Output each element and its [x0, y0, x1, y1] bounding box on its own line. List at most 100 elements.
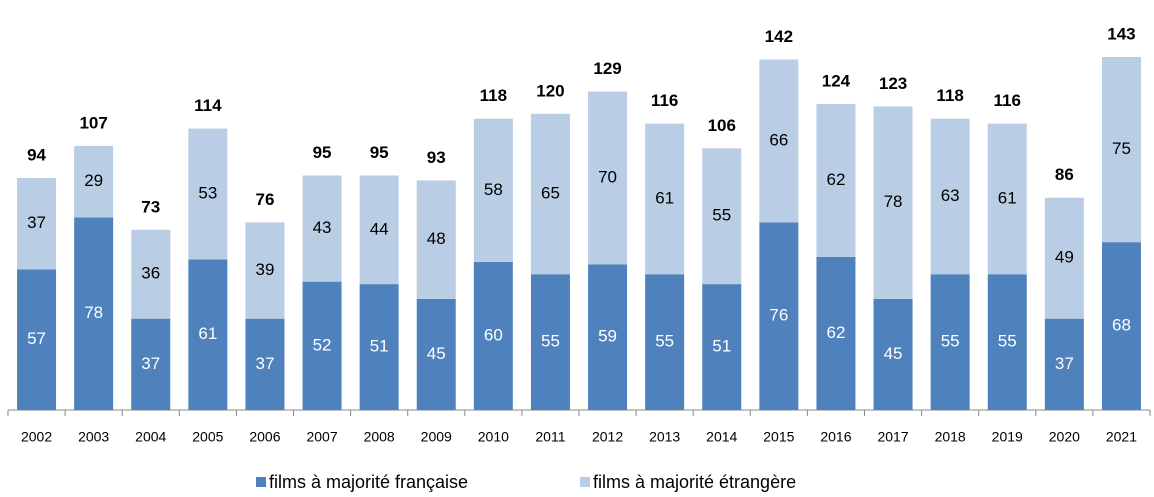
bar-segment: [302, 281, 342, 410]
total-label: 107: [79, 113, 107, 132]
value-label: 55: [941, 332, 960, 351]
total-label: 114: [194, 96, 222, 115]
x-tick-label: 2014: [706, 429, 737, 445]
value-label: 60: [484, 325, 503, 344]
value-label: 51: [370, 337, 389, 356]
total-label: 143: [1107, 24, 1135, 43]
legend-label: films à majorité étrangère: [593, 472, 796, 492]
bar-segment: [1044, 197, 1084, 319]
value-label: 36: [141, 264, 160, 283]
value-label: 51: [712, 337, 731, 356]
total-label: 123: [879, 74, 907, 93]
bar-segment: [1101, 242, 1141, 410]
bar-segment: [188, 259, 228, 410]
value-label: 55: [712, 206, 731, 225]
value-label: 55: [998, 332, 1017, 351]
x-tick-label: 2011: [535, 429, 565, 445]
value-label: 59: [598, 327, 617, 346]
bar-segment: [645, 123, 685, 275]
value-label: 45: [884, 344, 903, 363]
x-tick-label: 2015: [763, 429, 794, 445]
bar-segment: [702, 284, 742, 410]
value-label: 65: [541, 183, 560, 202]
total-label: 116: [651, 91, 678, 110]
total-label: 116: [994, 91, 1021, 110]
value-label: 37: [27, 213, 46, 232]
bar-segment: [816, 103, 856, 257]
total-label: 93: [427, 148, 446, 167]
x-tick-label: 2009: [421, 429, 452, 445]
value-label: 53: [198, 183, 217, 202]
bar-segment: [245, 222, 285, 319]
x-tick-label: 2007: [306, 429, 337, 445]
value-label: 29: [84, 171, 103, 190]
bar-segment: [359, 175, 399, 285]
total-label: 120: [536, 81, 564, 100]
x-tick-label: 2018: [935, 429, 966, 445]
value-label: 76: [769, 306, 788, 325]
bar-segment: [131, 318, 171, 410]
x-tick-label: 2021: [1106, 429, 1137, 445]
value-label: 63: [941, 186, 960, 205]
bar-segment: [987, 123, 1027, 275]
total-label: 95: [370, 143, 389, 162]
value-label: 61: [998, 188, 1017, 207]
x-tick-label: 2013: [649, 429, 680, 445]
bar-segment: [1044, 318, 1084, 410]
total-label: 106: [708, 116, 736, 135]
value-label: 55: [541, 332, 560, 351]
bar-segment: [759, 59, 799, 223]
bar-segment: [302, 175, 342, 282]
value-label: 52: [313, 335, 332, 354]
bar-segment: [17, 177, 57, 270]
x-tick-label: 2012: [592, 429, 623, 445]
bar-segment: [359, 284, 399, 410]
x-tick-label: 2008: [364, 429, 395, 445]
value-label: 61: [655, 188, 674, 207]
value-label: 49: [1055, 248, 1074, 267]
value-label: 58: [484, 180, 503, 199]
bar-segment: [588, 264, 628, 410]
x-tick-label: 2005: [192, 429, 223, 445]
bar-segment: [987, 274, 1027, 410]
x-tick-label: 2017: [877, 429, 908, 445]
bar-segment: [645, 274, 685, 410]
bar-segment: [588, 91, 628, 265]
bar-segment: [702, 148, 742, 285]
total-label: 142: [765, 27, 793, 46]
value-label: 55: [655, 332, 674, 351]
bar-segment: [759, 222, 799, 410]
total-label: 73: [141, 197, 160, 216]
bar-segment: [530, 274, 570, 410]
legend-label: films à majorité française: [269, 472, 468, 492]
bar-segment: [74, 145, 114, 218]
legend-swatch: [256, 477, 266, 487]
total-label: 86: [1055, 165, 1074, 184]
x-tick-label: 2016: [820, 429, 851, 445]
value-label: 75: [1112, 139, 1131, 158]
value-label: 78: [884, 192, 903, 211]
value-label: 44: [370, 219, 389, 238]
x-tick-label: 2003: [78, 429, 109, 445]
value-label: 45: [427, 344, 446, 363]
value-label: 62: [826, 323, 845, 342]
value-label: 70: [598, 167, 617, 186]
value-label: 68: [1112, 316, 1131, 335]
bar-segment: [416, 180, 456, 299]
total-label: 118: [936, 86, 963, 105]
total-label: 94: [27, 145, 46, 164]
total-label: 95: [313, 143, 332, 162]
bar-segment: [530, 113, 570, 275]
bar-segment: [131, 229, 171, 319]
x-tick-label: 2010: [478, 429, 509, 445]
bar-segment: [873, 298, 913, 410]
value-label: 37: [1055, 354, 1074, 373]
bar-segment: [930, 118, 970, 275]
value-label: 37: [255, 354, 274, 373]
total-label: 118: [480, 86, 507, 105]
bar-segment: [416, 298, 456, 410]
bar-segment: [473, 118, 513, 262]
total-label: 76: [255, 190, 274, 209]
value-label: 62: [826, 170, 845, 189]
